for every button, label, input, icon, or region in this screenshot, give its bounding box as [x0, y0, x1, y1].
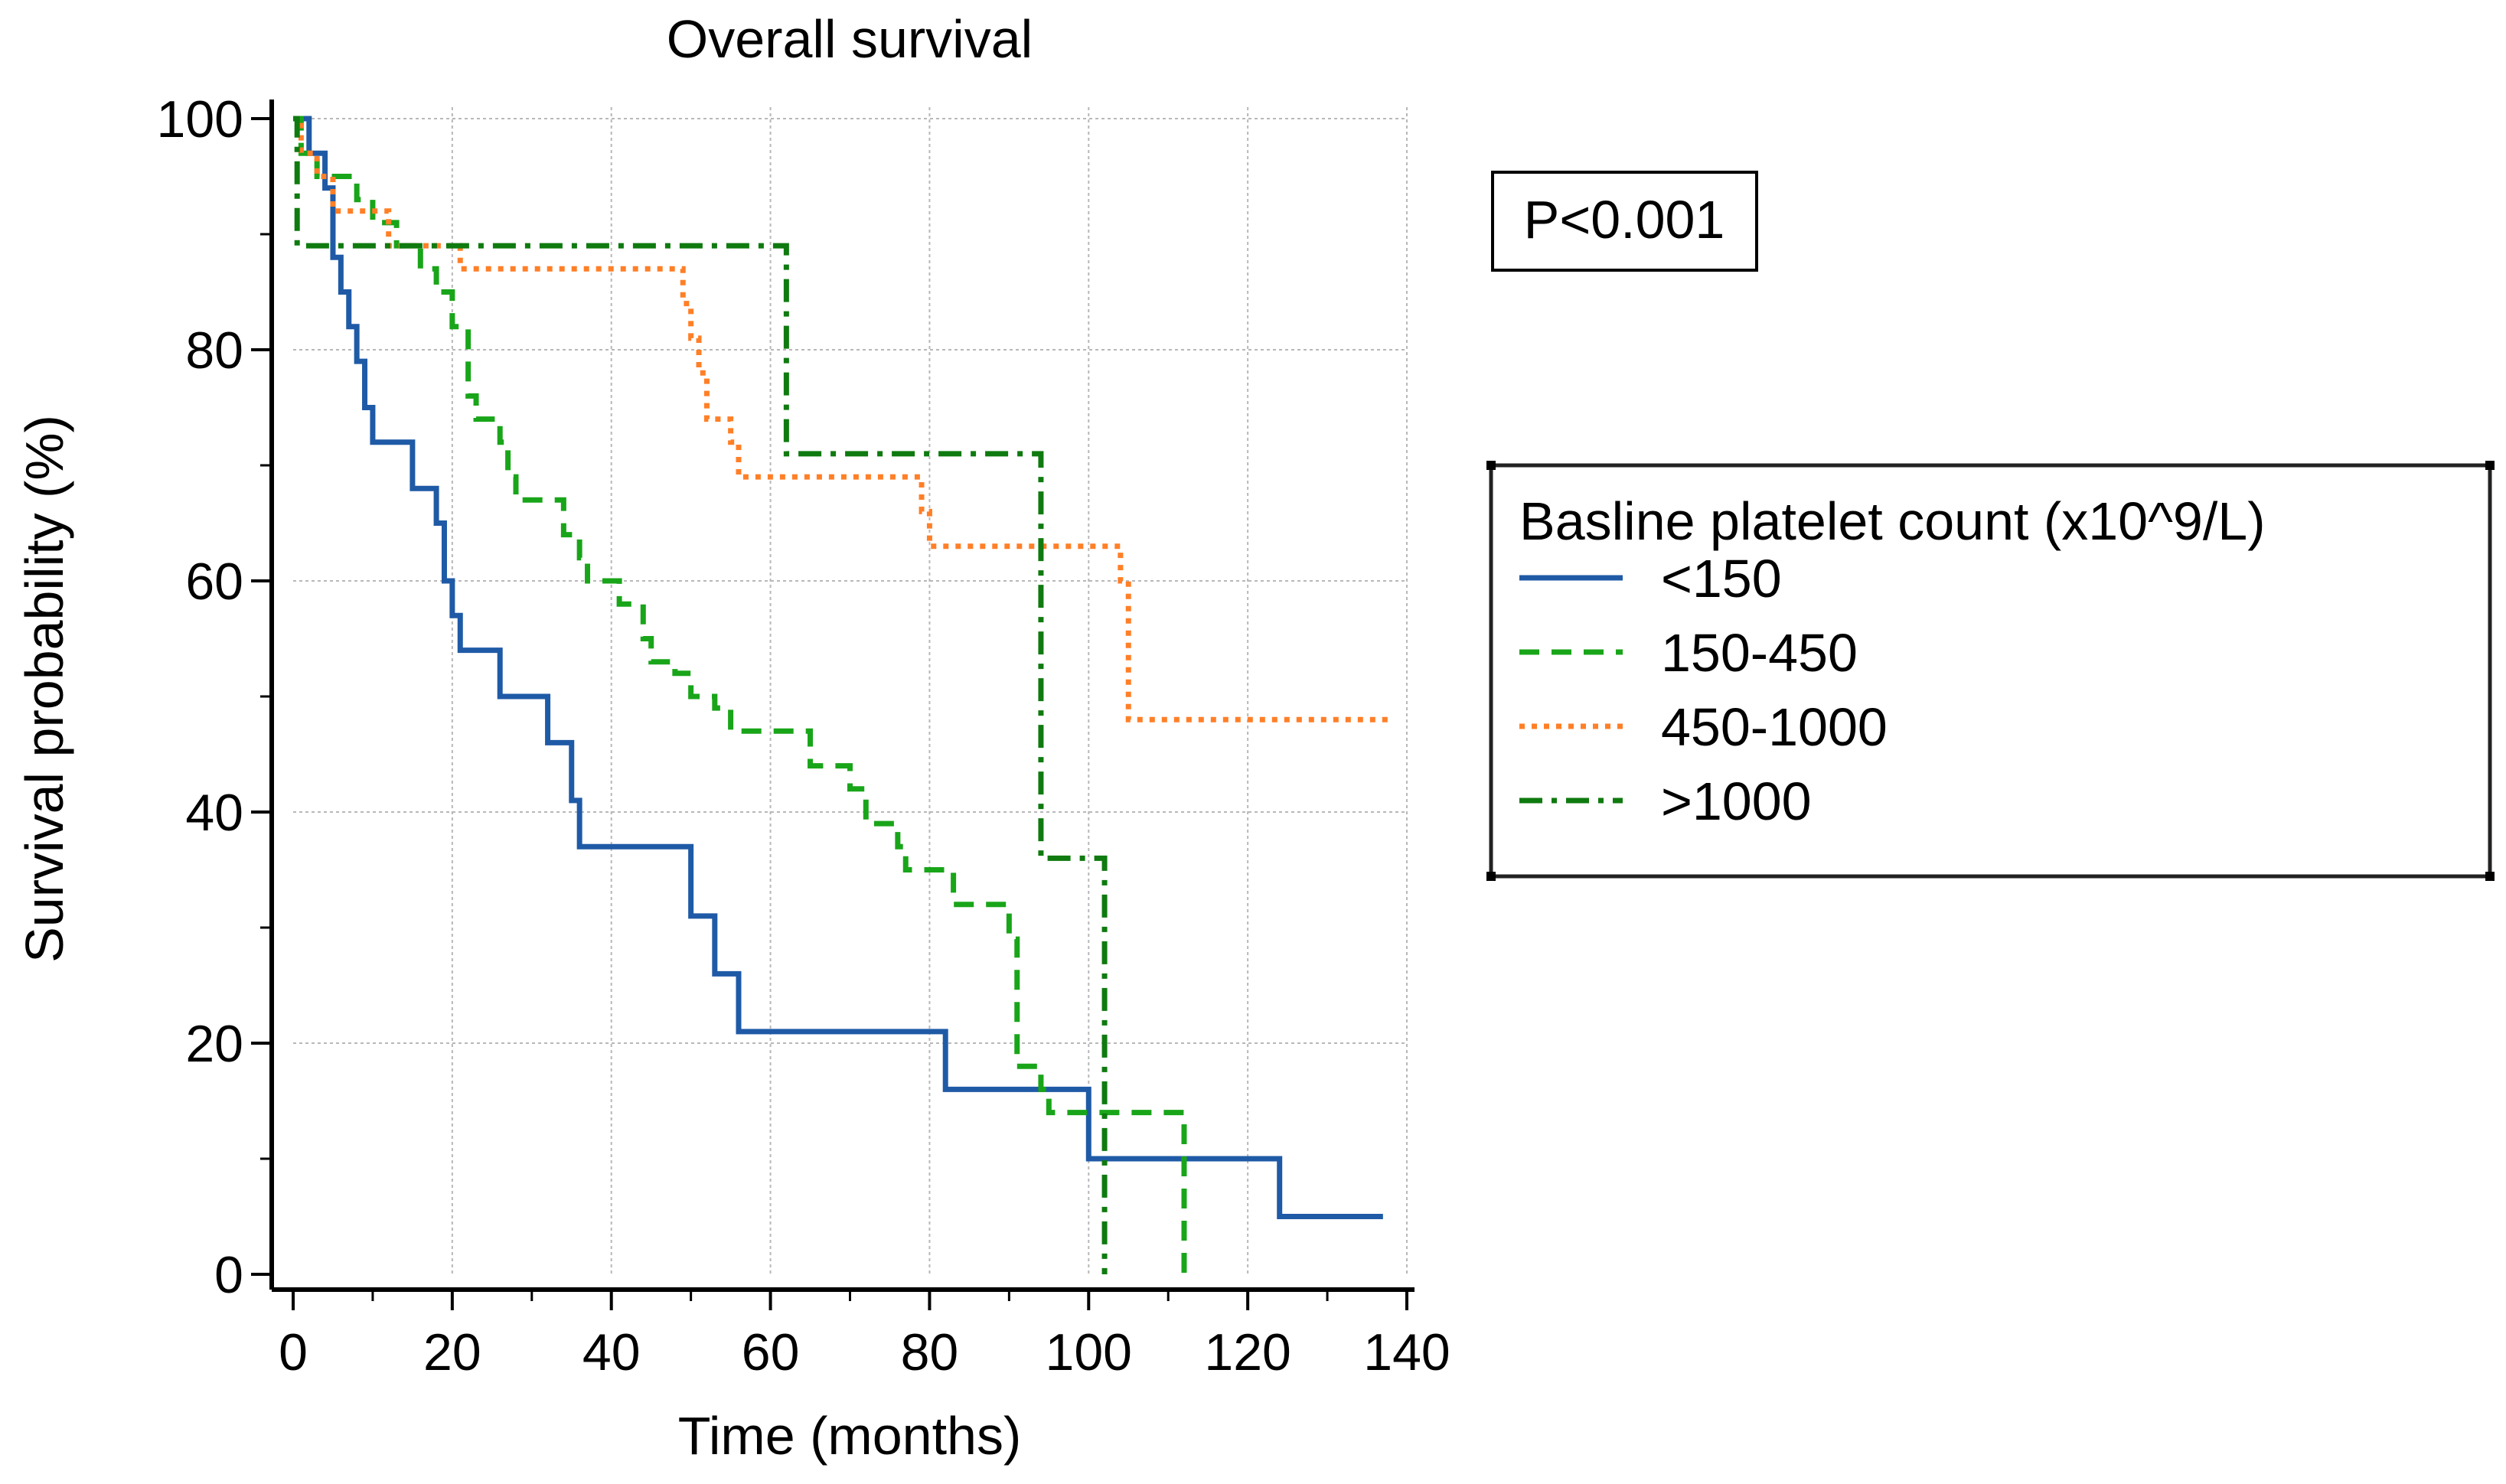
y-tick-label: 60: [185, 553, 243, 611]
x-tick-label: 0: [279, 1323, 308, 1381]
axes: [251, 99, 1415, 1310]
y-tick-label: 40: [185, 784, 243, 842]
tick-labels: 0 20 40 60 80 100 120 140 0 20 40 60 80 100: [157, 90, 1450, 1381]
legend-label: 150-450: [1661, 623, 1858, 683]
x-tick-label: 20: [423, 1323, 481, 1381]
y-tick-label: 20: [185, 1015, 243, 1073]
legend-corner: [1486, 461, 1496, 470]
legend-corner: [1486, 872, 1496, 881]
x-tick-label: 120: [1204, 1323, 1291, 1381]
y-tick-label: 100: [157, 90, 243, 148]
legend-label: 450-1000: [1661, 697, 1888, 757]
x-tick-label: 140: [1363, 1323, 1450, 1381]
legend-label: <150: [1661, 549, 1782, 608]
x-tick-label: 60: [742, 1323, 800, 1381]
p-value-box: P<0.001: [1491, 171, 1758, 272]
legend-corner: [2485, 872, 2495, 881]
x-tick-label: 100: [1046, 1323, 1132, 1381]
x-tick-label: 80: [901, 1323, 959, 1381]
x-tick-label: 40: [582, 1323, 641, 1381]
series-line-150: [293, 116, 1383, 1219]
y-tick-label: 80: [185, 321, 243, 380]
series-line-1000: [293, 116, 1108, 1274]
series-layer: [293, 116, 1392, 1274]
legend-corner: [2485, 461, 2495, 470]
legend-items: <150 150-450 450-1000 >1000: [1519, 549, 1888, 831]
series-line-450-1000: [293, 116, 1392, 722]
legend-label: >1000: [1661, 771, 1812, 831]
y-axis-title: Survival probability (%): [15, 415, 74, 963]
series-line-150-450: [293, 116, 1187, 1274]
x-axis-title: Time (months): [678, 1406, 1022, 1466]
p-value-text: P<0.001: [1524, 190, 1725, 250]
legend-border: [1489, 463, 2492, 879]
legend-title: Basline platelet count (x10^9/L): [1519, 491, 2266, 551]
chart-title: Overall survival: [667, 9, 1033, 69]
legend: Basline platelet count (x10^9/L) <150 150…: [1486, 461, 2495, 881]
grid-lines: [293, 107, 1408, 1274]
p-value-border: [1491, 171, 1758, 272]
y-tick-label: 0: [214, 1246, 243, 1304]
